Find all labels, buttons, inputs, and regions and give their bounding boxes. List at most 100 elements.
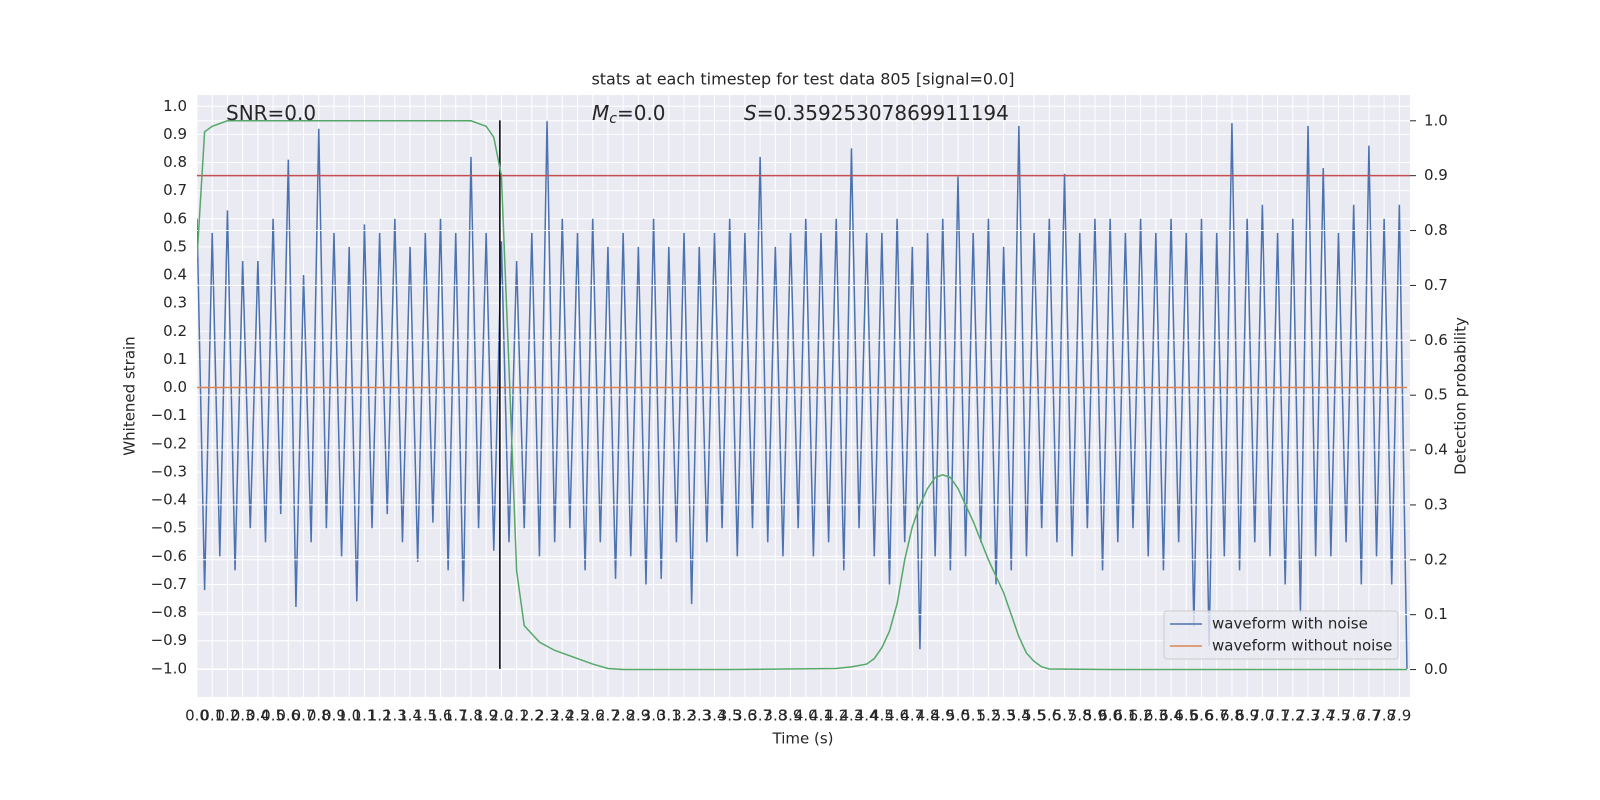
y2-tick-label: 0.9 [1424,166,1448,184]
x-tick-label: 6.2 [1129,707,1153,725]
annotation-part: =0.0 [617,101,666,125]
y-tick-label: 0.5 [163,237,187,255]
x-tick-label: 6.6 [1190,707,1214,725]
x-tick-label: 5.8 [1068,707,1092,725]
x-tick-label: 7.0 [1250,707,1274,725]
x-tick-label: 7.4 [1311,707,1335,725]
x-tick-label: 7.6 [1342,707,1366,725]
x-tick-label: 3.9 [779,707,803,725]
x-tick-label: 2.3 [535,707,559,725]
y-tick-label: −0.7 [151,575,187,593]
y-tick-label: −0.2 [151,434,187,452]
y-tick-label: −0.6 [151,547,187,565]
x-tick-label: 1.7 [444,707,468,725]
y2-tick-label: 0.4 [1424,441,1448,459]
x-tick-label: 6.9 [1235,707,1259,725]
series-line [197,120,1407,671]
x-tick-label: 4.7 [900,707,924,725]
x-axis-label: Time (s) [772,730,834,748]
x-tick-label: 5.5 [1022,707,1046,725]
x-tick-label: 3.6 [733,707,757,725]
legend-label: waveform without noise [1212,637,1392,655]
y-tick-label: 0.6 [163,209,187,227]
x-tick-label: 0.6 [276,707,300,725]
x-tick-label: 0.8 [307,707,331,725]
y2-tick-label: 0.1 [1424,605,1448,623]
x-tick-label: 2.4 [550,707,574,725]
x-tick-label: 5.4 [1007,707,1031,725]
x-tick-label: 1.0 [337,707,361,725]
x-tick-label: 5.7 [1053,707,1077,725]
x-tick-label: 3.2 [672,707,696,725]
y2-tick-label: 1.0 [1424,111,1448,129]
y-tick-label: −1.0 [151,659,187,677]
x-tick-label: 4.9 [931,707,955,725]
x-tick-label: 2.6 [581,707,605,725]
y-tick-label: 0.0 [163,378,187,396]
y-tick-label: −0.5 [151,519,187,537]
x-tick-label: 4.4 [855,707,879,725]
x-tick-label: 7.9 [1387,707,1411,725]
x-tick-label: 0.0 [185,707,209,725]
chart-title: stats at each timestep for test data 805… [591,70,1014,89]
annotation: S=0.35925307869911194 [744,101,1009,125]
x-tick-label: 5.0 [946,707,970,725]
x-tick-label: 3.0 [642,707,666,725]
plot-background [197,95,1410,697]
x-tick-label: 1.1 [352,707,376,725]
x-tick-label: 0.9 [322,707,346,725]
x-tick-label: 4.3 [840,707,864,725]
annotation: SNR=0.0 [226,101,316,125]
x-tick-label: 1.5 [413,707,437,725]
y2-tick-label: 0.5 [1424,386,1448,404]
x-tick-label: 3.8 [763,707,787,725]
x-tick-label: 7.1 [1266,707,1290,725]
x-tick-label: 5.2 [976,707,1000,725]
x-tick-label: 6.4 [1159,707,1183,725]
annotation: Mc=0.0 [592,101,666,128]
y-tick-label: 1.0 [163,97,187,115]
x-tick-label: 7.7 [1357,707,1381,725]
x-tick-label: 3.4 [703,707,727,725]
x-tick-label: 2.1 [505,707,529,725]
x-tick-label: 3.7 [748,707,772,725]
x-tick-label: 7.8 [1372,707,1396,725]
annotation-part: M [592,101,609,125]
y2-tick-label: 0.3 [1424,495,1448,513]
x-tick-label: 6.5 [1174,707,1198,725]
y-tick-label: 0.3 [163,294,187,312]
plot-area-secondary [197,120,1410,671]
y2-tick-label: 0.0 [1424,660,1448,678]
x-tick-label: 2.5 [566,707,590,725]
x-tick-label: 0.7 [292,707,316,725]
x-tick-label: 3.1 [657,707,681,725]
annotation-part: SNR=0.0 [226,101,316,125]
y2-tick-label: 0.7 [1424,276,1448,294]
y2-tick-label: 0.2 [1424,550,1448,568]
x-tick-label: 0.1 [200,707,224,725]
x-tick-label: 3.3 [687,707,711,725]
x-tick-label: 6.0 [1098,707,1122,725]
series-line [197,120,1408,669]
x-tick-label: 1.8 [459,707,483,725]
x-tick-label: 6.3 [1144,707,1168,725]
x-tick-label: 4.8 [916,707,940,725]
x-tick-label: 4.5 [870,707,894,725]
y-tick-label: 0.7 [163,181,187,199]
x-tick-label: 2.7 [596,707,620,725]
y-tick-label: 0.8 [163,153,187,171]
x-tick-label: 1.9 [474,707,498,725]
x-tick-label: 5.9 [1083,707,1107,725]
x-tick-label: 1.6 [429,707,453,725]
annotation-part: c [609,111,617,127]
x-tick-label: 4.0 [794,707,818,725]
annotation-part: S [744,101,757,125]
x-tick-label: 1.2 [368,707,392,725]
x-tick-label: 6.8 [1220,707,1244,725]
x-tick-label: 2.8 [611,707,635,725]
x-tick-label: 6.1 [1113,707,1137,725]
plot-area [197,120,1408,669]
x-tick-label: 0.3 [231,707,255,725]
y2-axis-label: Detection probability [1452,317,1470,475]
